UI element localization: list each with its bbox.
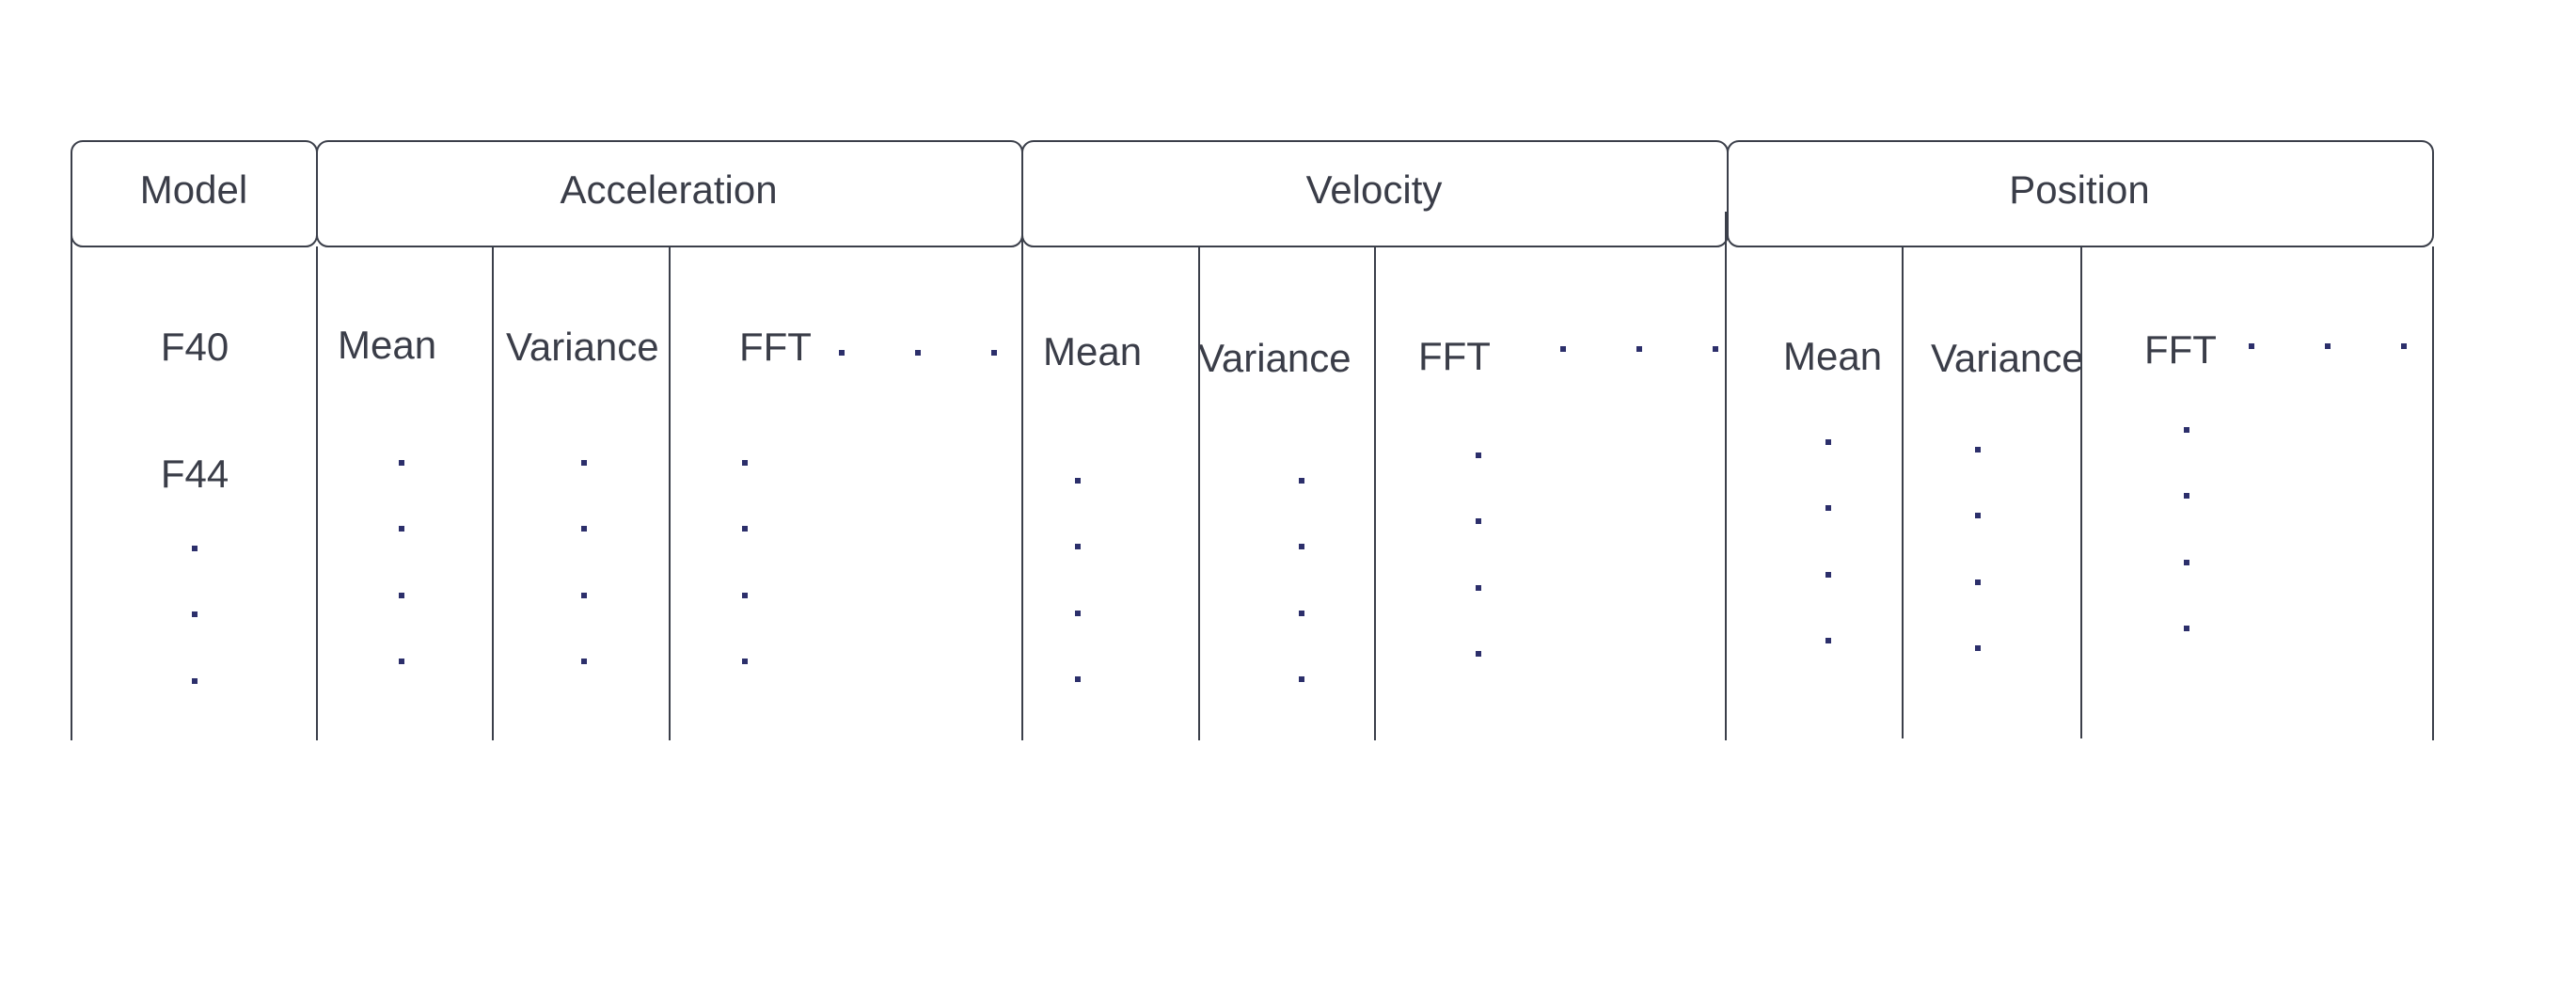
vel-variance-dot xyxy=(1299,676,1304,682)
pos-fft-column-dot xyxy=(2184,560,2189,565)
column-lines xyxy=(71,212,2434,740)
pos-variance-dot xyxy=(1975,579,1981,585)
acceleration-columns: Mean Variance FFT xyxy=(338,323,997,664)
pos-mean-dot xyxy=(1825,638,1831,643)
accel-mean-dot xyxy=(399,526,404,532)
pos-fft-column-dot xyxy=(2184,493,2189,499)
pos-mean-dot xyxy=(1825,572,1831,578)
velocity-header: Velocity xyxy=(1306,167,1443,212)
vel-mean-dot xyxy=(1075,676,1081,682)
accel-fft-column-dot xyxy=(742,659,748,664)
accel-fft-dot xyxy=(991,350,997,356)
velocity-columns: Mean Variance FFT xyxy=(1043,329,1718,682)
model-column: F40 F44 xyxy=(161,325,229,684)
accel-variance-label: Variance xyxy=(506,325,659,369)
vel-fft-dot xyxy=(1713,346,1718,352)
accel-fft-column-dot xyxy=(742,460,748,466)
accel-mean-dot xyxy=(399,593,404,598)
accel-fft-column-dot xyxy=(742,526,748,532)
vel-fft-dot xyxy=(1560,346,1566,352)
acceleration-header: Acceleration xyxy=(560,167,777,212)
vel-fft-dot xyxy=(1636,346,1642,352)
accel-variance-dot xyxy=(581,460,587,466)
header-row: Model Acceleration Velocity Position xyxy=(71,140,2434,247)
vel-mean-dot xyxy=(1075,544,1081,549)
pos-fft-dot xyxy=(2401,343,2407,349)
vel-mean-dot xyxy=(1075,611,1081,616)
vel-mean-label: Mean xyxy=(1043,329,1142,373)
accel-mean-label: Mean xyxy=(338,323,436,367)
accel-variance-dot xyxy=(581,659,587,664)
pos-fft-column-dot xyxy=(2184,626,2189,631)
vel-variance-label: Variance xyxy=(1198,336,1351,380)
pos-mean-dot xyxy=(1825,439,1831,445)
accel-fft-dot xyxy=(839,350,845,356)
pos-mean-dot xyxy=(1825,505,1831,511)
position-columns: Mean Variance FFT xyxy=(1783,327,2407,651)
position-header: Position xyxy=(2009,167,2149,212)
accel-mean-dot xyxy=(399,659,404,664)
pos-variance-dot xyxy=(1975,447,1981,452)
vel-fft-column-dot xyxy=(1476,585,1481,591)
accel-fft-label: FFT xyxy=(739,325,812,369)
accel-fft-dot xyxy=(915,350,921,356)
model-f40: F40 xyxy=(161,325,229,369)
accel-variance-dot xyxy=(581,593,587,598)
pos-variance-label: Variance xyxy=(1931,336,2084,380)
model-header: Model xyxy=(140,167,247,212)
vel-fft-column-dot xyxy=(1476,651,1481,657)
pos-fft-dot xyxy=(2325,343,2331,349)
vel-fft-column-dot xyxy=(1476,518,1481,524)
vel-variance-dot xyxy=(1299,611,1304,616)
accel-variance-dot xyxy=(581,526,587,532)
model-dot xyxy=(192,611,198,617)
pos-fft-label: FFT xyxy=(2144,327,2217,372)
pos-fft-column-dot xyxy=(2184,427,2189,433)
model-dot xyxy=(192,546,198,551)
vel-fft-label: FFT xyxy=(1418,334,1491,378)
model-f44: F44 xyxy=(161,452,229,496)
pos-fft-dot xyxy=(2249,343,2254,349)
pos-mean-label: Mean xyxy=(1783,334,1882,378)
model-dot xyxy=(192,678,198,684)
accel-mean-dot xyxy=(399,460,404,466)
pos-variance-dot xyxy=(1975,513,1981,518)
vel-variance-dot xyxy=(1299,478,1304,484)
pos-variance-dot xyxy=(1975,645,1981,651)
vel-variance-dot xyxy=(1299,544,1304,549)
vel-mean-dot xyxy=(1075,478,1081,484)
accel-fft-column-dot xyxy=(742,593,748,598)
vel-fft-column-dot xyxy=(1476,452,1481,458)
